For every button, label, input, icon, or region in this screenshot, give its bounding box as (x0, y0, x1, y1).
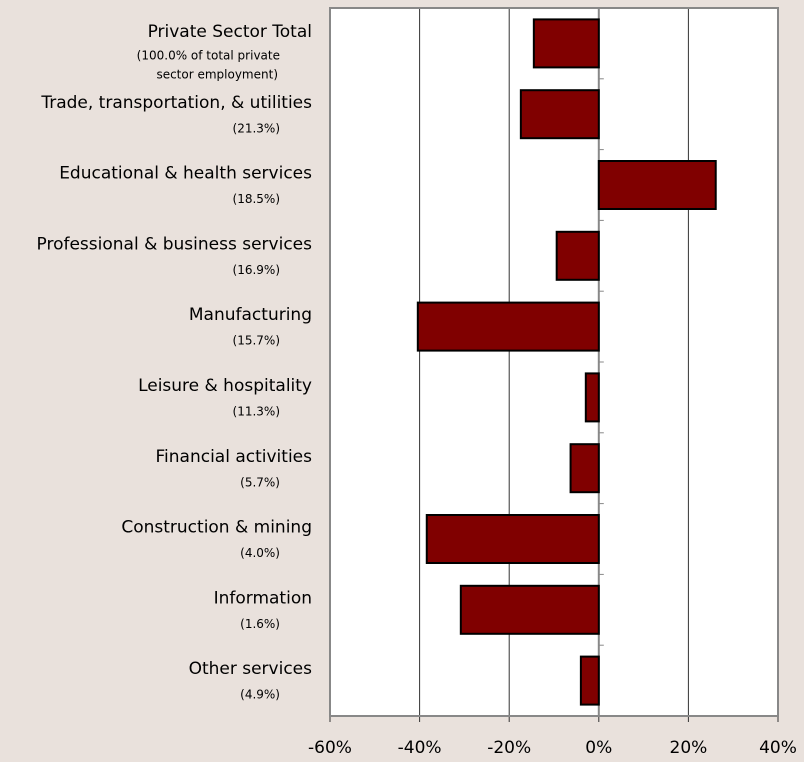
bar (519, 89, 600, 140)
share-label: (4.9%) (240, 688, 280, 702)
category-label: Financial activities (156, 447, 313, 467)
share-label: sector employment) (156, 68, 278, 82)
share-label: (1.6%) (240, 617, 280, 631)
share-label: (16.9%) (233, 263, 280, 277)
share-label: (21.3%) (233, 121, 280, 135)
x-tick-label: -60% (308, 738, 352, 758)
share-label: (15.7%) (233, 334, 280, 348)
category-label: Information (214, 588, 312, 608)
category-label: Private Sector Total (148, 22, 312, 42)
category-label: Professional & business services (37, 234, 313, 254)
bar (597, 160, 717, 210)
category-label: Other services (189, 659, 313, 679)
share-label: (100.0% of total private (137, 49, 280, 63)
share-label: (4.0%) (240, 546, 280, 560)
x-tick-label: -40% (398, 738, 442, 758)
bar (584, 372, 600, 423)
share-label: (11.3%) (233, 405, 280, 419)
share-label: (5.7%) (240, 475, 280, 489)
category-label: Leisure & hospitality (138, 376, 312, 396)
x-tick-label: 20% (670, 738, 708, 758)
bar (569, 443, 600, 494)
category-label: Trade, transportation, & utilities (40, 93, 312, 113)
x-tick-label: 40% (759, 738, 797, 758)
bar (579, 655, 600, 706)
x-tick-label: 0% (585, 738, 612, 758)
category-label: Educational & health services (59, 164, 312, 184)
bar (532, 18, 600, 69)
bar (555, 230, 600, 281)
category-label: Manufacturing (189, 305, 312, 325)
share-label: (18.5%) (233, 192, 280, 206)
bar (416, 301, 600, 352)
bar (459, 584, 600, 635)
plot-border (329, 7, 779, 717)
bar (425, 514, 600, 564)
x-tick-label: -20% (487, 738, 531, 758)
category-label: Construction & mining (121, 518, 312, 538)
